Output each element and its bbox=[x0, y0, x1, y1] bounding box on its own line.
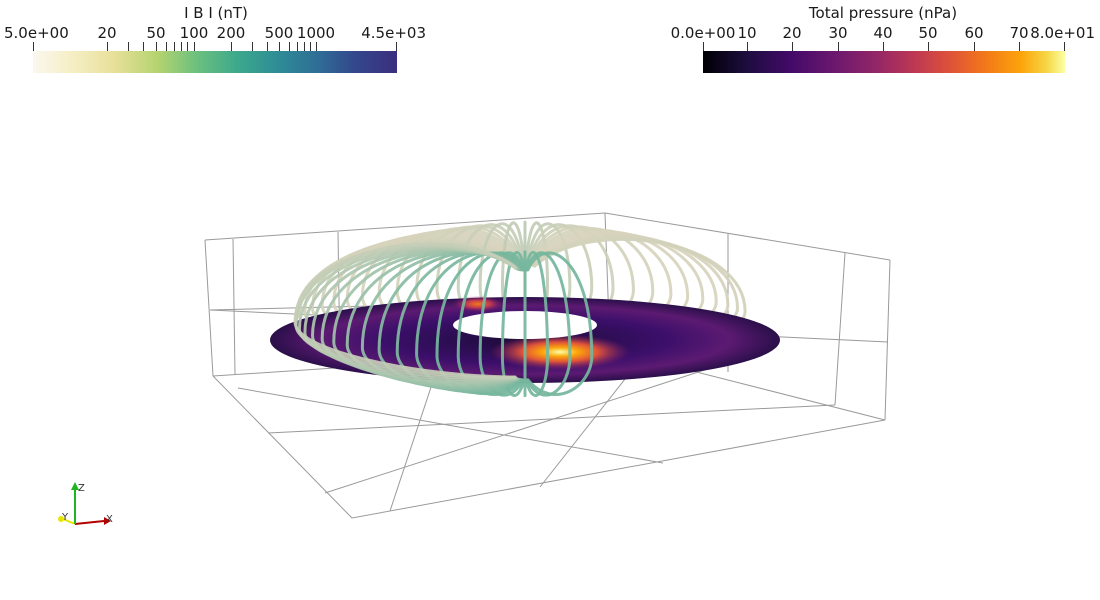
p-tick-mark bbox=[883, 42, 884, 52]
p-tick-label: 10 bbox=[737, 24, 757, 42]
field-line bbox=[525, 251, 572, 397]
p-tick-mark bbox=[792, 42, 793, 52]
field-line bbox=[293, 242, 517, 379]
p-tick-label: 50 bbox=[918, 24, 938, 42]
b-tick-label: 500 bbox=[264, 24, 294, 42]
field-line bbox=[524, 250, 550, 397]
p-tick-label: 40 bbox=[873, 24, 893, 42]
b-tick-label: 20 bbox=[97, 24, 117, 42]
b-tick-mark bbox=[166, 42, 167, 52]
p-tick-label: 60 bbox=[964, 24, 984, 42]
y-axis-arrow bbox=[62, 518, 76, 525]
b-tick-mark bbox=[194, 42, 195, 52]
x-axis-head bbox=[104, 517, 111, 525]
b-tick-mark bbox=[174, 42, 175, 52]
p-tick-mark bbox=[1064, 42, 1065, 52]
y-axis-label: Y bbox=[61, 512, 69, 523]
b-tick-label: 1000 bbox=[296, 24, 336, 42]
pressure-legend-title: Total pressure (nPa) bbox=[808, 4, 958, 22]
z-axis-head bbox=[71, 482, 79, 490]
b-tick-mark bbox=[252, 42, 253, 52]
field-line bbox=[500, 250, 526, 397]
pressure-hotspot bbox=[490, 334, 630, 370]
b-tick-mark bbox=[107, 42, 108, 52]
b-tick-label: 5.0e+00 bbox=[4, 24, 69, 42]
pressure-hotspot-secondary bbox=[452, 296, 504, 312]
b-tick-mark bbox=[304, 42, 305, 52]
p-tick-mark bbox=[747, 42, 748, 52]
x-axis-label: X bbox=[106, 514, 113, 525]
y-axis-head bbox=[58, 516, 64, 522]
p-tick-mark bbox=[1019, 42, 1020, 52]
p-tick-mark bbox=[928, 42, 929, 52]
b-tick-mark bbox=[289, 42, 290, 52]
b-tick-mark bbox=[33, 42, 34, 52]
p-tick-label: 30 bbox=[828, 24, 848, 42]
b-tick-mark bbox=[396, 42, 397, 52]
field-line bbox=[478, 251, 525, 397]
b-tick-label: 200 bbox=[216, 24, 246, 42]
box-edge bbox=[212, 375, 886, 519]
p-tick-label: 20 bbox=[782, 24, 802, 42]
grid-line bbox=[267, 404, 836, 434]
p-tick-mark bbox=[974, 42, 975, 52]
box-edge bbox=[204, 239, 214, 377]
box-edge bbox=[884, 259, 891, 421]
grid-line bbox=[324, 364, 721, 494]
p-tick-label: 0.0e+00 bbox=[670, 24, 736, 42]
p-tick-mark bbox=[703, 42, 704, 52]
p-tick-label: 70 bbox=[1009, 24, 1029, 42]
b-tick-label: 4.5e+03 bbox=[361, 24, 426, 42]
p-tick-label: 8.0e+01 bbox=[1030, 24, 1095, 42]
magnetic-field-legend-title: I B I (nT) bbox=[184, 4, 248, 22]
b-tick-mark bbox=[316, 42, 317, 52]
orientation-axes: X Y Z bbox=[58, 482, 113, 525]
b-tick-mark bbox=[143, 42, 144, 52]
b-tick-mark bbox=[279, 42, 280, 52]
b-tick-mark bbox=[267, 42, 268, 52]
b-tick-mark bbox=[156, 42, 157, 52]
grid-line bbox=[539, 359, 641, 488]
b-tick-label: 100 bbox=[179, 24, 209, 42]
b-tick-mark bbox=[297, 42, 298, 52]
b-tick-mark bbox=[231, 42, 232, 52]
z-axis-label: Z bbox=[78, 483, 85, 494]
b-tick-mark bbox=[187, 42, 188, 52]
grid-line bbox=[232, 238, 236, 375]
p-tick-mark bbox=[838, 42, 839, 52]
b-tick-mark bbox=[310, 42, 311, 52]
b-tick-label: 50 bbox=[146, 24, 166, 42]
b-tick-mark bbox=[128, 42, 129, 52]
pressure-colorbar bbox=[703, 51, 1065, 73]
grid-line bbox=[834, 252, 846, 406]
magnetic-field-colorbar bbox=[33, 51, 397, 73]
x-axis-arrow bbox=[74, 520, 105, 525]
b-tick-mark bbox=[181, 42, 182, 52]
grid-line bbox=[237, 387, 664, 464]
field-lines-front bbox=[293, 242, 594, 397]
